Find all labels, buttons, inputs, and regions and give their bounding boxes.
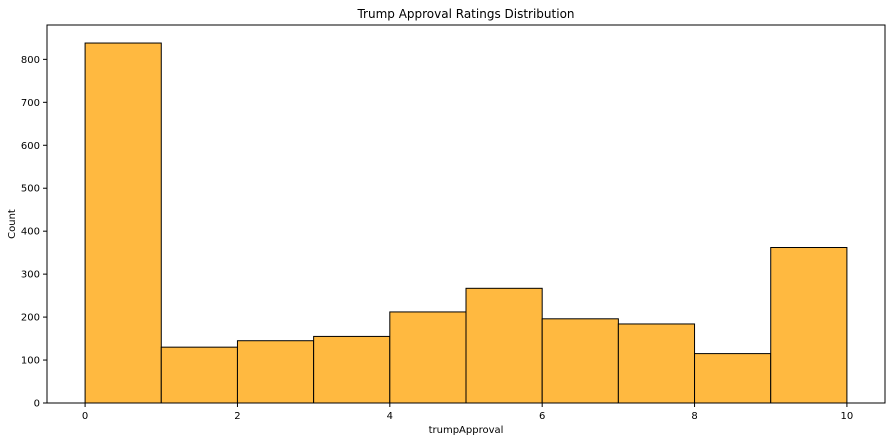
y-axis: 0 100 200 300 400 500 600 700 800	[21, 55, 47, 410]
x-axis: 0 2 4 6 8 10	[82, 403, 853, 422]
x-tick-label: 10	[841, 411, 854, 422]
histogram-bar	[84, 42, 162, 404]
y-tick-label: 0	[34, 399, 40, 410]
histogram-bar	[236, 340, 315, 404]
x-tick-label: 4	[387, 411, 393, 422]
y-tick-label: 400	[21, 227, 40, 238]
histogram-bar	[770, 247, 848, 404]
y-axis-label: Count	[7, 209, 18, 239]
x-axis-label: trumpApproval	[429, 425, 504, 436]
histogram-bar	[389, 311, 467, 404]
x-tick-label: 8	[691, 411, 697, 422]
y-tick-label: 800	[21, 55, 40, 66]
y-tick-label: 600	[21, 141, 40, 152]
histogram-bar	[617, 323, 696, 404]
chart-title: Trump Approval Ratings Distribution	[356, 7, 574, 21]
bars-group	[84, 42, 848, 404]
y-tick-label: 700	[21, 98, 40, 109]
histogram-bar	[541, 318, 619, 404]
y-tick-label: 500	[21, 184, 40, 195]
histogram-bar	[694, 353, 772, 404]
x-tick-label: 0	[82, 411, 88, 422]
x-tick-label: 2	[234, 411, 240, 422]
histogram-bar	[313, 335, 391, 404]
plot-frame	[46, 24, 886, 404]
y-tick-label: 100	[21, 356, 40, 367]
y-tick-label: 200	[21, 313, 40, 324]
histogram-bar	[160, 346, 238, 404]
x-tick-label: 6	[539, 411, 545, 422]
y-tick-label: 300	[21, 270, 40, 281]
histogram-bar	[465, 287, 543, 404]
